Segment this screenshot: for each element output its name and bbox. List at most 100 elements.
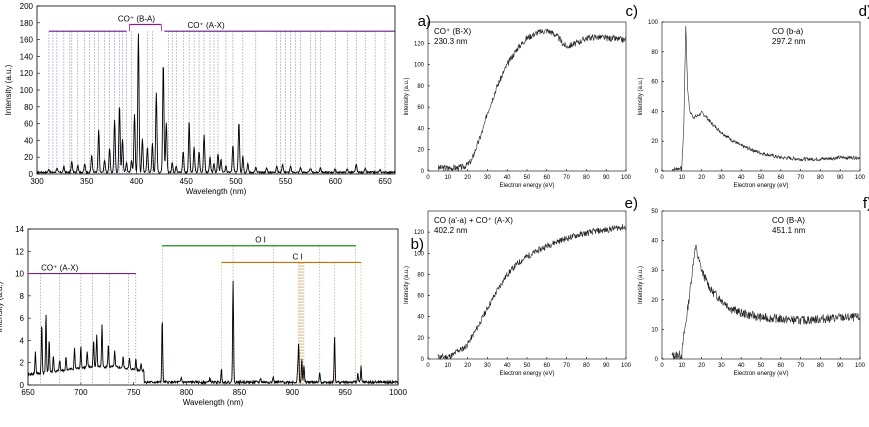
c-title-wavelength: 230.3 nm [434,37,468,46]
a-ytick-label: 180 [20,19,34,28]
e-xtick-label: 100 [621,363,632,369]
d-title-species: CO (b-a) [772,27,803,36]
c-xtick-label: 100 [621,175,632,181]
b-xtick-label: 800 [180,388,194,397]
d-ytick-label: 20 [651,139,658,145]
a-spectrum-line [36,33,396,175]
c-panel-label: c) [626,3,639,20]
f-xtick-label: 0 [660,363,664,369]
d-ytick-label: 100 [648,20,659,26]
e-xtick-label: 10 [444,363,451,369]
e-xtick-label: 20 [464,363,471,369]
e-panel-label: e) [625,195,638,212]
c-xtick-label: 30 [484,175,491,181]
a-ytick-label: 80 [24,103,33,112]
b-ytick-label: 14 [15,225,24,234]
f-title-species: CO (B-A) [772,216,805,225]
f-ytick-label: 10 [651,327,658,333]
d-xtick-label: 30 [718,175,725,181]
b-yaxis-label: Intensity (a.u.) [0,281,4,332]
c-xtick-label: 80 [583,175,590,181]
b-annotation-label: CO⁺ (A-X) [41,264,78,273]
e-excitation-curve [437,224,626,361]
b-spectrum-line [27,280,399,386]
c-xtick-label: 40 [504,175,511,181]
c-ytick-label: 120 [414,41,425,47]
f-ytick-label: 30 [651,268,658,274]
panel-c-excitation-co-plus-b-x: 0 10 20 30 40 50 60 70 80 90 100 0 20 40 60 80 100 120 Ele… [404,3,638,189]
f-yaxis-label: Intensity (a.u.) [638,266,644,304]
b-ytick-label: 4 [20,336,25,345]
c-xtick-label: 60 [543,175,550,181]
a-yaxis-label: Intensity (a.u.) [4,64,13,115]
d-plot-frame [661,21,861,172]
a-xtick-label: 300 [30,177,44,186]
panel-f-excitation-co-b-a-451: 0 10 20 30 40 50 60 70 80 90 100 0 10 20 30 40 50 Electro… [638,195,869,377]
b-ytick-label: 2 [20,359,25,368]
b-xtick-label: 850 [233,388,247,397]
a-annotation-label: CO⁺ (A-X) [188,21,225,30]
a-xaxis-label: Wavelength (nm) [186,187,247,196]
d-xtick-label: 100 [855,175,866,181]
b-xaxis-label: Wavelength (nm) [183,398,244,407]
f-panel-label: f) [863,195,869,212]
e-xtick-label: 40 [504,363,511,369]
e-ytick-label: 0 [421,357,425,363]
a-ytick-label: 60 [24,120,33,129]
c-xtick-label: 0 [426,175,430,181]
e-xaxis-label: Electron energy (eV) [499,371,554,377]
e-xtick-label: 80 [583,363,590,369]
e-xtick-label: 50 [524,363,531,369]
a-xtick-label: 500 [229,177,243,186]
a-xtick-label: 600 [329,177,343,186]
b-xtick-label: 950 [338,388,352,397]
f-xtick-label: 100 [855,363,866,369]
a-ytick-label: 20 [24,153,33,162]
d-ytick-label: 80 [651,50,658,56]
c-excitation-curve [437,28,626,172]
d-yaxis-label: Intensity (a.u.) [638,77,644,115]
a-xtick-label: 400 [130,177,144,186]
b-ytick-label: 10 [15,270,24,279]
f-xtick-label: 40 [738,363,745,369]
e-yaxis-label: Intensity (a.u.) [404,266,410,304]
b-xtick-label: 750 [127,388,141,397]
f-xtick-label: 10 [678,363,685,369]
e-title-species: CO (a'-a) + CO⁺ (A-X) [434,216,513,225]
a-ytick-label: 200 [20,2,34,11]
d-xtick-label: 60 [777,175,784,181]
e-xtick-label: 60 [543,363,550,369]
c-ytick-label: 100 [414,63,425,69]
e-xtick-label: 0 [426,363,430,369]
c-xaxis-label: Electron energy (eV) [499,183,554,189]
a-xtick-label: 450 [179,177,193,186]
d-ytick-label: 0 [655,169,659,175]
b-ytick-label: 8 [20,292,25,301]
f-xtick-label: 90 [837,363,844,369]
panel-e-excitation-co-a-prime-a: 0 10 20 30 40 50 60 70 80 90 100 0 20 40 60 80 100 120 Ele… [404,195,638,377]
d-xtick-label: 10 [678,175,685,181]
c-ytick-label: 20 [417,148,424,154]
f-xtick-label: 30 [718,363,725,369]
f-xtick-label: 60 [777,363,784,369]
a-xtick-label: 650 [378,177,392,186]
b-panel-label: b) [411,236,424,253]
a-ytick-label: 0 [29,170,34,179]
d-xtick-label: 50 [758,175,765,181]
f-ytick-label: 40 [651,239,658,245]
d-xtick-label: 20 [698,175,705,181]
c-ytick-label: 60 [417,105,424,111]
e-xtick-label: 70 [563,363,570,369]
f-xtick-label: 50 [758,363,765,369]
d-ytick-label: 40 [651,109,658,115]
e-ytick-label: 80 [417,272,424,278]
f-plot-frame [661,210,861,360]
a-ytick-label: 100 [20,86,34,95]
d-xtick-label: 70 [797,175,804,181]
a-ytick-label: 140 [20,52,34,61]
c-xtick-label: 20 [464,175,471,181]
b-xtick-label: 700 [74,388,88,397]
e-ytick-label: 100 [414,251,425,257]
f-xtick-label: 70 [797,363,804,369]
d-panel-label: d) [859,3,869,20]
